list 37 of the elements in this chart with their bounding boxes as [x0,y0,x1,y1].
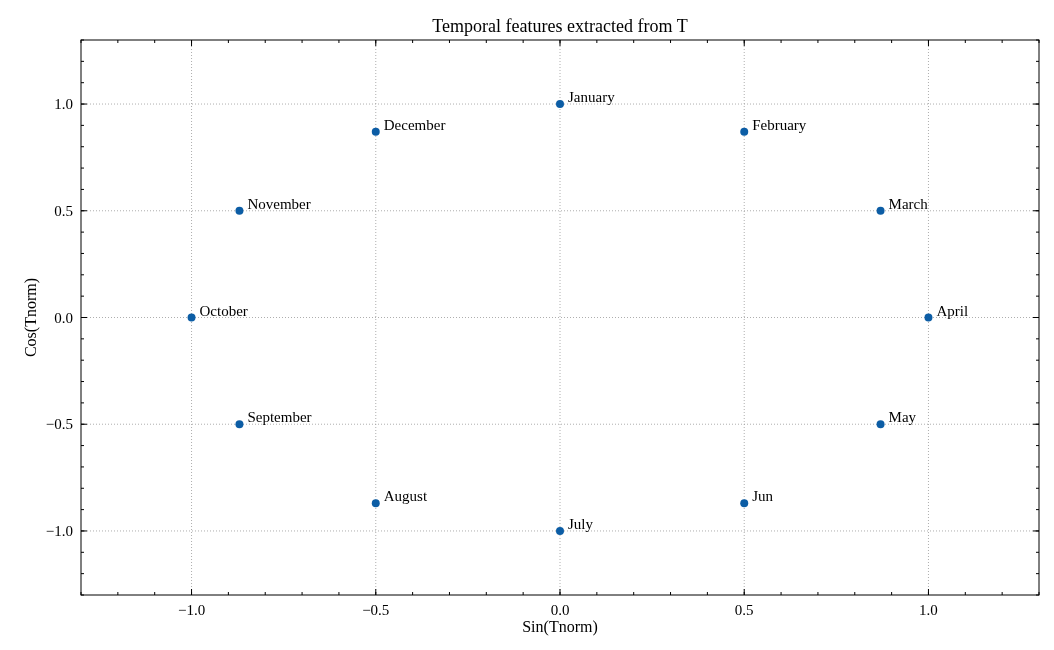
x-tick-label: −1.0 [177,602,206,618]
annotation: August [383,488,428,505]
point [371,499,380,508]
annotation: January [568,89,616,106]
y-tick-label: 0.0 [54,309,73,326]
annotation: July [568,515,594,532]
point [876,420,885,429]
annotation: May [888,409,917,426]
x-tick-label: 0.0 [550,602,570,618]
point [740,499,749,508]
point [556,526,564,535]
annotation: Jun [752,488,774,505]
x-tick-label: −0.5 [362,602,390,618]
point [235,206,244,215]
y-tick-label: −0.5 [45,416,73,433]
annotation: March [888,195,929,212]
annotation: December [383,116,446,133]
annotation: September [247,409,312,426]
annotation: February [752,116,807,133]
point [371,127,380,136]
point [740,127,749,136]
y-tick-label: 1.0 [54,96,73,113]
annotation: October [199,302,248,319]
chart-title: Temporal features extracted from T [432,16,688,36]
point [924,313,933,322]
x-tick-label: 0.5 [734,602,754,618]
point [235,420,244,429]
x-tick-label: 1.0 [919,602,938,618]
point [876,206,885,215]
annotation: April [936,302,969,319]
y-axis-title: Cos(Tnorm) [22,277,40,358]
annotation: November [247,195,311,212]
point [187,313,196,322]
y-tick-label: 0.5 [54,202,73,219]
y-tick-label: −1.0 [45,522,73,539]
x-axis-title: Sin(Tnorm) [522,618,598,636]
point [556,100,564,109]
